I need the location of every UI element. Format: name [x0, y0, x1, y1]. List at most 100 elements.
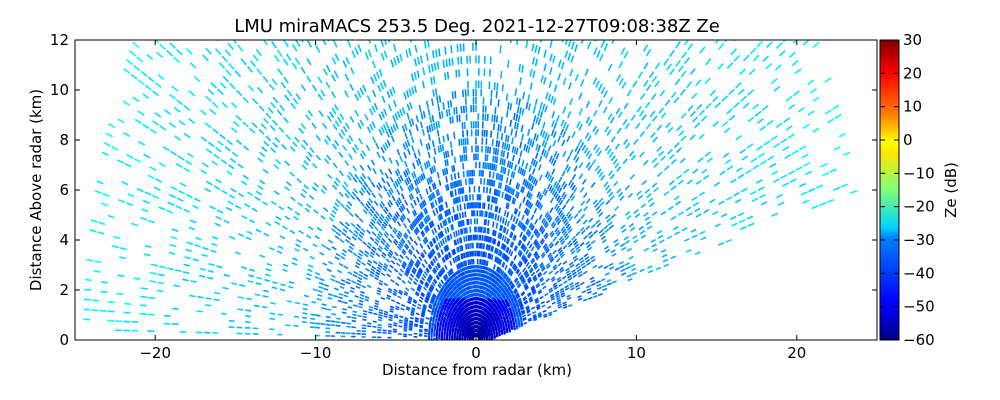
echo-gate: [421, 128, 425, 136]
echo-gate: [552, 97, 557, 106]
echo-gate: [456, 205, 459, 212]
echo-gate: [397, 232, 402, 238]
echo-gate: [490, 98, 493, 106]
echo-gate: [485, 283, 488, 287]
echo-gate: [537, 311, 542, 315]
echo-gate: [511, 189, 515, 196]
echo-gate: [375, 71, 381, 79]
echo-gate: [493, 264, 496, 270]
echo-gate: [435, 49, 438, 58]
echo-gate: [373, 200, 379, 207]
echo-gate: [639, 230, 646, 235]
echo-gate: [585, 100, 591, 108]
echo-gate: [521, 292, 526, 297]
echo-gate: [618, 260, 624, 265]
echo-gate: [291, 62, 298, 70]
echo-gate: [542, 188, 547, 195]
echo-gate: [735, 167, 743, 173]
echo-gate: [544, 211, 549, 218]
echo-gate: [506, 220, 510, 227]
echo-gate: [416, 56, 421, 65]
echo-gate: [500, 270, 505, 277]
echo-gate: [500, 149, 504, 157]
echo-gate: [553, 284, 558, 289]
echo-gate: [499, 157, 502, 165]
echo-gate: [526, 219, 531, 226]
echo-gate: [676, 174, 683, 180]
echo-gate: [509, 319, 513, 323]
echo-gate: [406, 208, 411, 214]
echo-gate: [611, 280, 617, 284]
echo-gate: [501, 217, 505, 224]
echo-gate: [530, 286, 536, 291]
echo-gate: [491, 296, 495, 300]
echo-gate: [833, 145, 841, 151]
echo-gate: [431, 229, 435, 236]
echo-gate: [295, 93, 302, 101]
echo-gate: [516, 307, 520, 311]
echo-gate: [543, 245, 549, 250]
echo-gate: [585, 198, 591, 204]
echo-gate: [422, 239, 427, 245]
echo-gate: [791, 149, 799, 155]
echo-gate: [632, 80, 638, 88]
echo-gate: [494, 148, 498, 155]
echo-gate: [596, 168, 602, 175]
echo-gate: [560, 119, 565, 127]
echo-gate: [730, 178, 737, 184]
echo-gate: [765, 62, 773, 70]
echo-gate: [430, 77, 433, 85]
echo-gate: [359, 119, 365, 127]
echo-gate: [445, 167, 449, 175]
echo-gate: [501, 234, 505, 241]
echo-gate: [660, 210, 667, 216]
echo-gate: [486, 186, 489, 194]
echo-gate: [452, 165, 456, 172]
echo-gate: [453, 172, 457, 180]
echo-gate: [452, 257, 456, 264]
echo-gate: [433, 267, 438, 273]
echo-gate: [593, 294, 598, 298]
echo-gate: [224, 49, 232, 57]
echo-gate: [457, 188, 460, 195]
echo-gate: [507, 286, 511, 290]
echo-gate: [686, 212, 693, 217]
echo-gate: [415, 217, 420, 224]
echo-gate: [527, 317, 532, 321]
echo-gate: [551, 168, 556, 175]
echo-gate: [525, 307, 530, 312]
echo-gate: [416, 70, 420, 79]
echo-gate: [390, 59, 395, 68]
echo-gate: [609, 266, 615, 270]
echo-gate: [445, 245, 449, 251]
echo-gate: [548, 155, 553, 163]
echo-gate: [581, 265, 587, 270]
echo-gate: [358, 137, 363, 145]
echo-gate: [568, 97, 574, 106]
echo-gate: [368, 40, 372, 44]
echo-gate: [579, 187, 585, 193]
echo-gate: [430, 249, 435, 255]
echo-gate: [513, 265, 518, 271]
echo-gate: [527, 192, 532, 199]
echo-gate: [394, 251, 399, 257]
echo-gate: [311, 186, 318, 192]
echo-gate: [655, 266, 662, 271]
echo-gate: [500, 242, 504, 249]
echo-gate: [405, 177, 410, 185]
echo-gate: [613, 238, 619, 244]
echo-gate: [355, 196, 361, 202]
echo-gate: [425, 52, 429, 61]
echo-gate: [843, 151, 851, 157]
echo-gate: [570, 287, 575, 291]
echo-gate: [539, 238, 544, 244]
echo-gate: [315, 134, 321, 141]
echo-gate: [383, 233, 389, 239]
echo-gate: [518, 202, 522, 209]
echo-gate: [331, 107, 337, 115]
echo-gate: [506, 110, 509, 118]
echo-gate: [431, 201, 435, 208]
echo-gate: [402, 213, 407, 220]
echo-gate: [460, 106, 463, 114]
echo-gate: [442, 220, 446, 227]
